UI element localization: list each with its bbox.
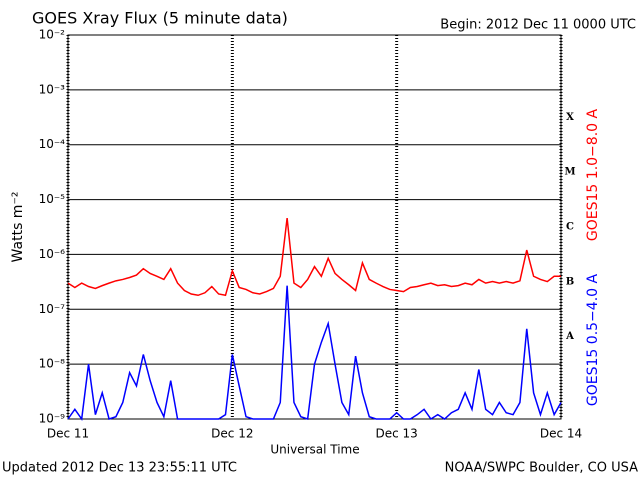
flare-class-label: X <box>566 112 574 123</box>
chart-title: GOES Xray Flux (5 minute data) <box>32 9 288 28</box>
y-tick-label: 10⁻² <box>39 28 66 42</box>
y-tick-label: 10⁻⁶ <box>39 247 66 261</box>
y-tick-label: 10⁻⁷ <box>39 302 66 316</box>
series-line <box>67 285 562 422</box>
flare-class-label: B <box>566 276 574 287</box>
x-tick-label: Dec 14 <box>540 427 582 441</box>
flare-class-label: C <box>566 222 574 233</box>
footer-right: NOAA/SWPC Boulder, CO USA <box>445 461 638 476</box>
flare-class-label: A <box>565 331 574 342</box>
footer-left: Updated 2012 Dec 13 23:55:11 UTC <box>2 461 237 476</box>
y-tick-label: 10⁻³ <box>39 82 66 96</box>
x-tick-label: Dec 11 <box>47 427 89 441</box>
x-tick-label: Dec 12 <box>211 427 253 441</box>
y-tick-label: 10⁻⁸ <box>39 357 66 371</box>
y-axis-label: Watts m⁻² <box>10 192 26 263</box>
x-axis-label: Universal Time <box>270 443 359 457</box>
y-tick-label: 10⁻⁹ <box>39 412 66 426</box>
chart-subtitle: Begin: 2012 Dec 11 0000 UTC <box>440 18 636 33</box>
y-tick-label: 10⁻⁴ <box>39 137 66 151</box>
legend-label: GOES15 1.0−8.0 A <box>585 109 601 242</box>
flare-class-label: M <box>564 167 575 178</box>
legend-label: GOES15 0.5−4.0 A <box>585 274 601 407</box>
x-tick-label: Dec 13 <box>376 427 418 441</box>
series-line <box>67 217 561 297</box>
y-tick-label: 10⁻⁵ <box>39 192 66 206</box>
